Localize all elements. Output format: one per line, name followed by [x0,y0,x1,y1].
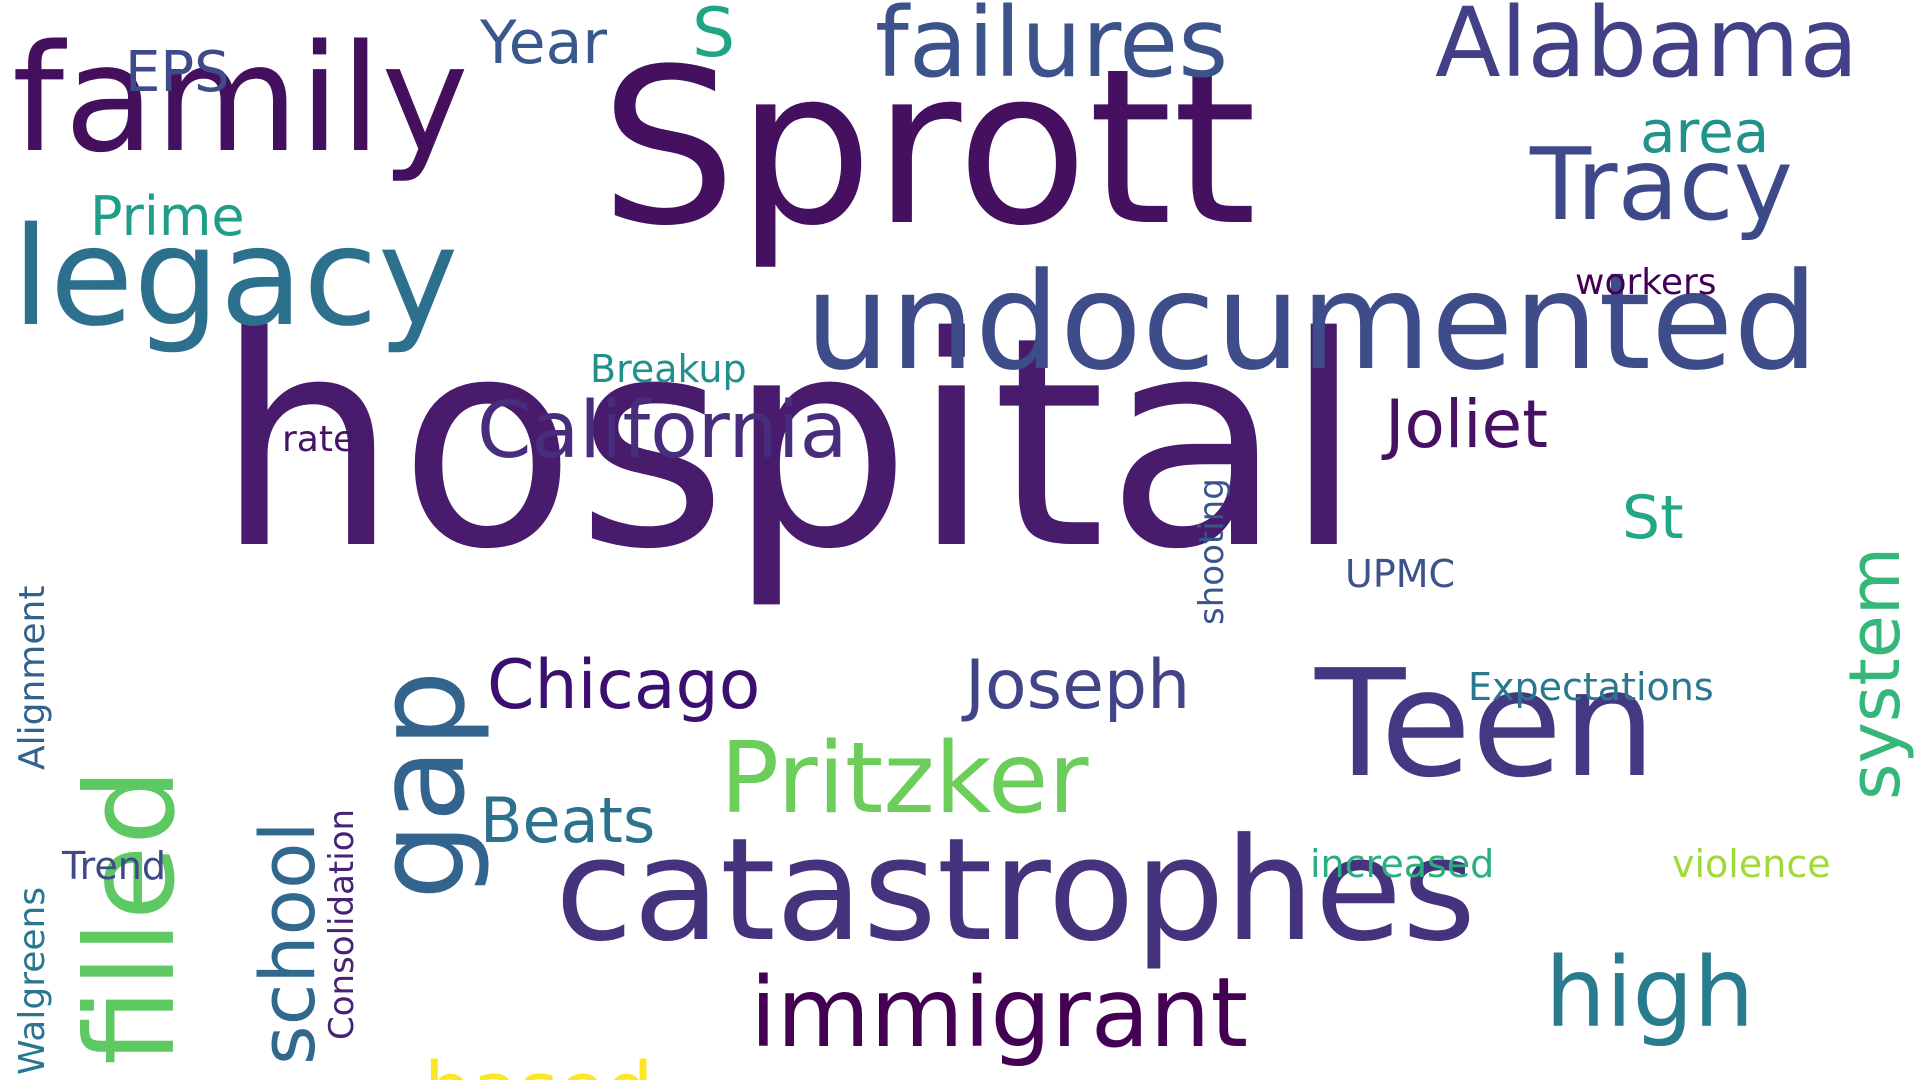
word-catastrophes: catastrophes [555,808,1477,973]
word-hospital: hospital [215,276,1364,613]
word-joseph: Joseph [965,646,1191,725]
word-based: based [424,1052,653,1080]
word-workers: workers [1575,262,1717,303]
word-gap: gap [350,670,492,900]
word-alabama: Alabama [1435,0,1859,99]
word-family: family [12,13,469,185]
word-chicago: Chicago [487,646,761,725]
word-immigrant: immigrant [750,957,1249,1069]
word-walgreens: Walgreens [12,886,53,1075]
word-legacy: legacy [12,199,459,357]
word-trend: Trend [62,844,166,888]
word-breakup: Breakup [590,347,747,391]
word-california: California [477,386,848,476]
word-area: area [1640,98,1770,166]
word-high: high [1545,937,1755,1049]
word-tracy: Tracy [1530,126,1793,243]
word-teen: Teen [1315,638,1657,810]
word-st: St [1622,483,1684,553]
word-prime: Prime [90,185,245,248]
word-shooting: shooting [1192,478,1232,625]
word-pritzker: Pritzker [720,722,1089,836]
word-rate: rate [282,419,356,460]
word-consolidation: Consolidation [322,808,362,1040]
word-undocumented: undocumented [805,244,1819,400]
word-s: S [692,0,736,73]
word-school: school [243,821,332,1065]
word-upmc: UPMC [1345,552,1456,596]
word-violence: violence [1672,842,1831,886]
word-sprott: Sprott [600,22,1257,273]
word-alignment: Alignment [12,585,53,770]
word-filled: filled [60,767,202,1065]
word-increased: increased [1310,842,1495,886]
word-beats: Beats [480,784,656,857]
word-year: Year [480,8,608,78]
word-failures: failures [875,0,1229,99]
word-joliet: Joliet [1385,386,1549,463]
word-eps: EPS [125,40,230,105]
word-expectations: Expectations [1468,665,1714,709]
word-system: system [1834,546,1916,800]
